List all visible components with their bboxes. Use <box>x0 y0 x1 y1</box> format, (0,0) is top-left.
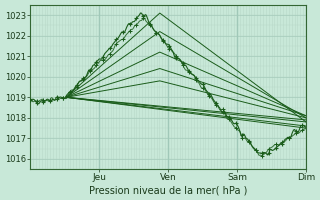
X-axis label: Pression niveau de la mer( hPa ): Pression niveau de la mer( hPa ) <box>89 185 247 195</box>
